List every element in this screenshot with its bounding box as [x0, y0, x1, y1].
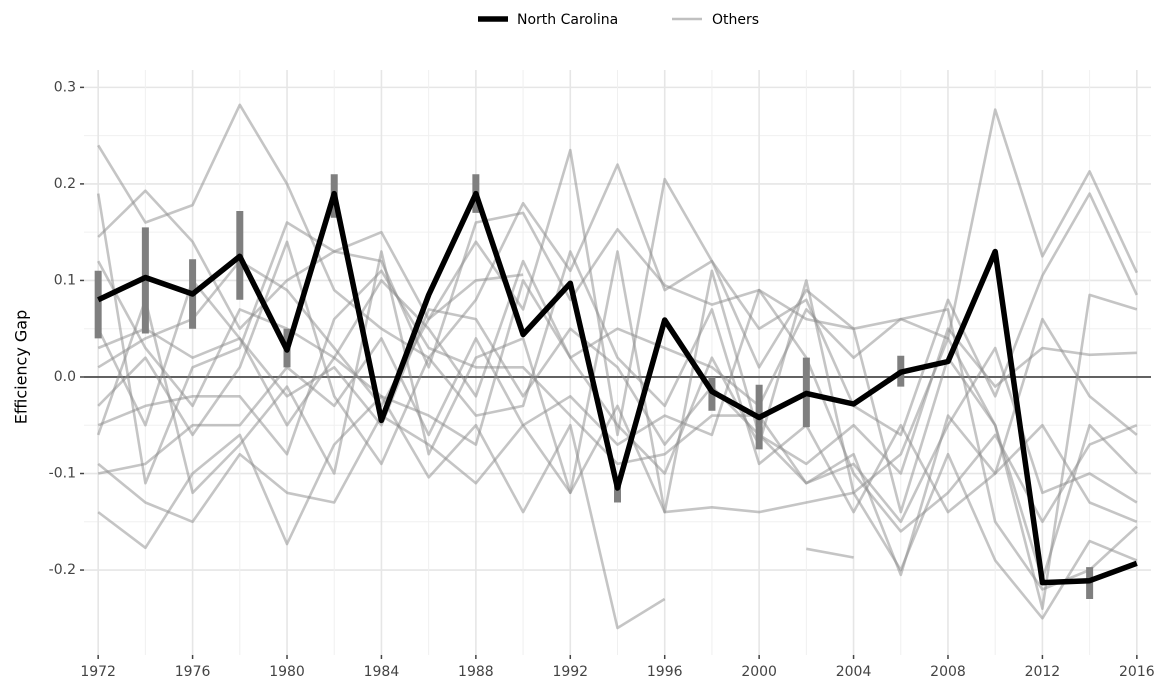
- x-tick-label: 1984: [364, 664, 400, 680]
- y-tick-label: 0.2: [54, 176, 76, 192]
- other-line: [97, 308, 1137, 475]
- x-tick-label: 2016: [1119, 664, 1155, 680]
- x-tick-label: 2004: [836, 664, 872, 680]
- other-line: [96, 250, 1138, 524]
- y-tick-label: -0.2: [49, 562, 76, 578]
- y-tick-label: 0.0: [54, 369, 76, 385]
- x-tick-label: 1980: [269, 664, 305, 680]
- x-tick-label: 2008: [930, 664, 966, 680]
- other-line: [97, 288, 1138, 533]
- other-line: [97, 269, 1138, 577]
- x-tick-label: 1992: [552, 664, 588, 680]
- other-line: [97, 103, 1138, 369]
- other-line: [96, 148, 1138, 485]
- x-tick-label: 1988: [458, 664, 494, 680]
- series-line: [97, 190, 1138, 586]
- x-tick-label: 1996: [647, 664, 683, 680]
- y-tick-label: 0.1: [54, 272, 76, 288]
- legend-label: Others: [712, 12, 759, 28]
- y-tick-label: -0.1: [49, 466, 76, 482]
- x-tick-label: 2000: [741, 664, 777, 680]
- x-tick-label: 1972: [80, 664, 116, 680]
- other-line: [806, 547, 854, 559]
- x-tick-label: 2012: [1025, 664, 1061, 680]
- y-tick-label: 0.3: [54, 79, 76, 95]
- other-line: [97, 240, 1138, 514]
- other-line: [97, 259, 1138, 581]
- x-tick-label: 1976: [175, 664, 211, 680]
- legend-label: North Carolina: [517, 12, 618, 28]
- y-axis-label: Efficiency Gap: [12, 310, 31, 425]
- other-line: [97, 404, 1138, 620]
